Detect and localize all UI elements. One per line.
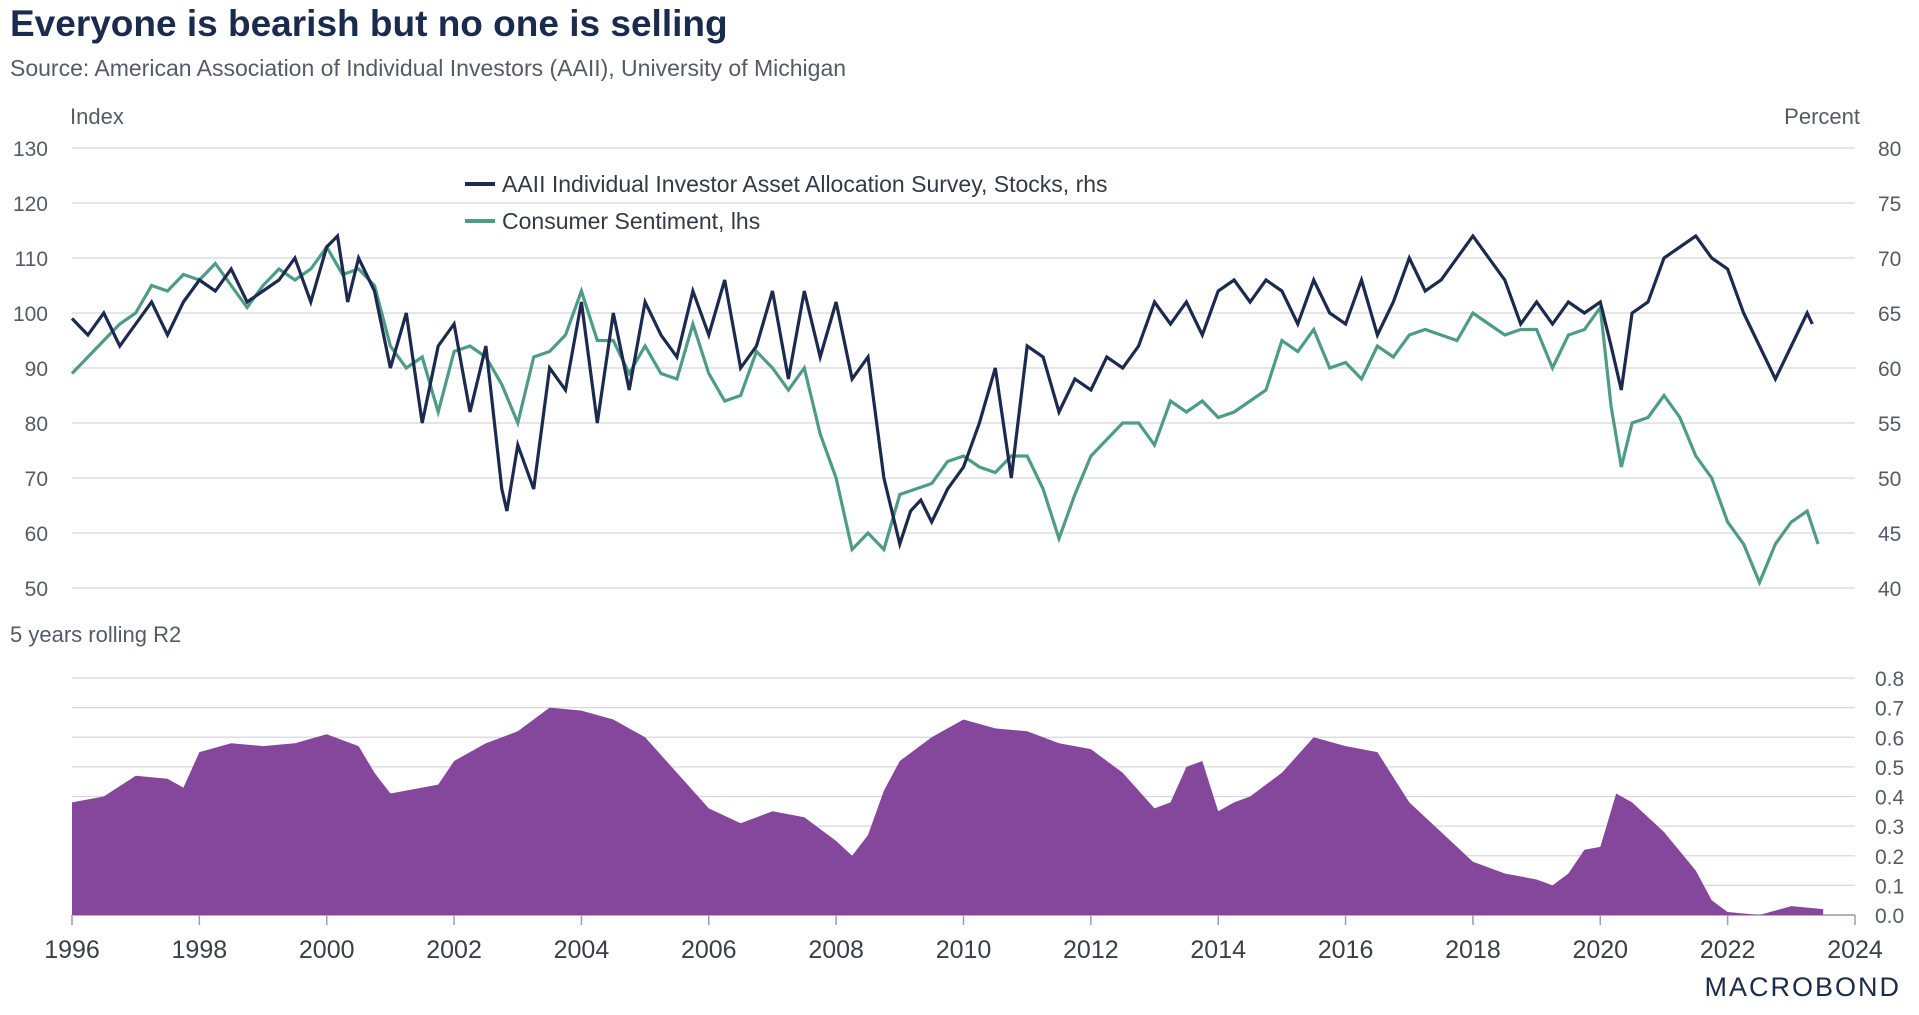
legend-aaii-label: AAII Individual Investor Asset Allocatio… [502, 171, 1108, 197]
macrobond-logo: MACROBOND [1704, 972, 1901, 1002]
r2-area-series [72, 707, 1824, 915]
x-tick-label: 2004 [554, 936, 610, 964]
top-panel-gridlines [72, 147, 1855, 589]
left-axis-ticks: 130 120 110 100 90 80 70 60 50 [13, 138, 48, 601]
left-tick-label: 110 [15, 248, 48, 271]
right-tick-label: 40 [1878, 578, 1901, 601]
x-tick-label: 2012 [1063, 936, 1119, 964]
r2-tick-label: 0.4 [1875, 787, 1905, 810]
legend-sentiment-label: Consumer Sentiment, lhs [502, 208, 760, 234]
r2-tick-label: 0.5 [1875, 757, 1904, 780]
x-tick-label: 1998 [172, 936, 228, 964]
x-tick-label: 2002 [426, 936, 482, 964]
right-tick-label: 70 [1878, 248, 1901, 271]
x-axis-ticks: 1996 1998 2000 2002 2004 2006 2008 2010 2012 2014… [44, 914, 1883, 964]
r2-tick-label: 0.0 [1875, 905, 1904, 928]
r2-tick-label: 0.2 [1875, 846, 1904, 869]
right-tick-label: 50 [1878, 468, 1901, 491]
right-tick-label: 60 [1878, 358, 1901, 381]
left-axis-label: Index [70, 104, 124, 129]
right-tick-label: 45 [1878, 523, 1901, 546]
consumer-sentiment-line [70, 244, 1820, 587]
right-tick-label: 75 [1878, 193, 1901, 216]
left-tick-label: 70 [25, 468, 48, 491]
chart-subtitle: Source: American Association of Individu… [10, 55, 847, 81]
x-tick-label: 2010 [936, 936, 992, 964]
left-tick-label: 130 [13, 138, 48, 161]
legend: AAII Individual Investor Asset Allocatio… [465, 171, 1108, 234]
left-tick-label: 80 [25, 413, 48, 436]
r2-tick-label: 0.7 [1875, 698, 1904, 721]
x-tick-label: 2006 [681, 936, 737, 964]
right-axis-label: Percent [1784, 104, 1860, 129]
left-tick-label: 50 [25, 578, 48, 601]
aaii-stocks-line [70, 232, 1814, 550]
r2-tick-label: 0.3 [1875, 816, 1904, 839]
x-tick-label: 2014 [1190, 936, 1246, 964]
x-tick-label: 2016 [1318, 936, 1374, 964]
x-tick-label: 2022 [1700, 936, 1756, 964]
r2-tick-label: 0.8 [1875, 668, 1904, 691]
left-tick-label: 90 [25, 358, 48, 381]
x-tick-label: 2018 [1445, 936, 1501, 964]
x-tick-label: 2020 [1572, 936, 1628, 964]
r2-axis-ticks: 0.8 0.7 0.6 0.5 0.4 0.3 0.2 0.1 0.0 [1875, 668, 1905, 928]
left-tick-label: 120 [13, 193, 48, 216]
x-tick-label: 2000 [299, 936, 355, 964]
x-tick-label: 2024 [1827, 936, 1883, 964]
right-axis-ticks: 80 75 70 65 60 55 50 45 40 [1878, 138, 1901, 601]
left-tick-label: 60 [25, 523, 48, 546]
left-tick-label: 100 [13, 303, 48, 326]
right-tick-label: 80 [1878, 138, 1901, 161]
r2-tick-label: 0.6 [1875, 727, 1904, 750]
right-tick-label: 65 [1878, 303, 1901, 326]
x-tick-label: 1996 [44, 936, 100, 964]
r2-panel-title: 5 years rolling R2 [10, 622, 181, 647]
chart-title: Everyone is bearish but no one is sellin… [10, 3, 728, 44]
r2-tick-label: 0.1 [1875, 875, 1904, 898]
x-tick-label: 2008 [808, 936, 864, 964]
right-tick-label: 55 [1878, 413, 1901, 436]
